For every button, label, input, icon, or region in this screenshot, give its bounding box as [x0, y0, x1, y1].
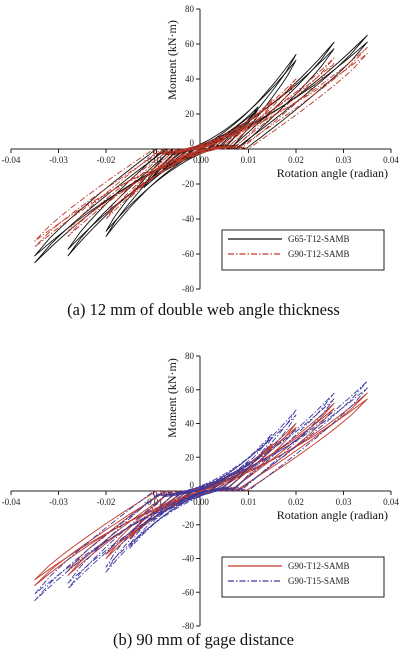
x-tick-label: -0.02 — [97, 497, 116, 507]
chart-b-svg: -0.04 -0.03 -0.02 -0.01 0.00 0.01 0.02 0.03 0.04… — [2, 351, 400, 631]
legend-label: G65-T12-SAMB — [288, 234, 350, 244]
legend-label: G90-T15-SAMB — [288, 576, 350, 586]
caption-b: (b) 90 mm of gage distance — [113, 630, 294, 649]
x-tick-label: 0.03 — [336, 155, 352, 165]
y-axis-label: Moment (kN·m) — [165, 20, 179, 100]
x-tick-label: 0.00 — [193, 155, 209, 165]
y-tick-label: 80 — [185, 4, 195, 14]
y-tick-label: -80 — [182, 621, 194, 630]
x-axis-label: Rotation angle (radian) — [277, 508, 388, 522]
x-tick-label: -0.02 — [97, 155, 116, 165]
x-tick-label: -0.03 — [49, 155, 68, 165]
y-tick-label: 80 — [185, 351, 195, 361]
hysteresis-loop — [105, 409, 297, 573]
hysteresis-loop — [67, 392, 335, 590]
y-tick-label: 20 — [185, 109, 195, 119]
legend-box-a — [221, 229, 385, 271]
x-tick-label: -0.01 — [144, 497, 163, 507]
x-tick-label: -0.04 — [2, 155, 21, 165]
hysteresis-loop — [34, 53, 368, 242]
hysteresis-loop — [105, 414, 297, 568]
x-tick-label: 0.01 — [241, 155, 257, 165]
y-tick-label: 0 — [190, 480, 195, 490]
x-tick-label: 0.04 — [383, 497, 399, 507]
x-tick-label: 0.02 — [288, 497, 304, 507]
y-axis-label: Moment (kN·m) — [165, 358, 179, 438]
y-tick-label: -40 — [182, 554, 194, 564]
hysteresis-loop — [34, 380, 368, 602]
hysteresis-loop — [34, 387, 368, 595]
y-tick-label: -20 — [182, 520, 194, 530]
x-tick-label: 0.00 — [193, 497, 209, 507]
hysteresis-loop — [67, 57, 335, 237]
y-tick-label: 0 — [190, 138, 195, 148]
x-tick-label: 0.01 — [241, 497, 257, 507]
hysteresis-loop — [67, 63, 335, 232]
chart-a-svg: -0.04 -0.03 -0.02 -0.01 0.00 0.01 0.02 0.03 0.04… — [2, 4, 400, 294]
x-tick-label: 0.03 — [336, 497, 352, 507]
x-tick-label: -0.03 — [49, 497, 68, 507]
y-tick-label: -40 — [182, 214, 194, 224]
x-axis-label: Rotation angle (radian) — [277, 166, 388, 180]
hysteresis-loop — [176, 138, 226, 160]
legend-box-b — [221, 556, 385, 598]
y-tick-label: -60 — [182, 249, 194, 259]
chart-panel-b: -0.04 -0.03 -0.02 -0.01 0.00 0.01 0.02 0.03 0.04… — [0, 333, 407, 658]
hysteresis-loop — [67, 398, 335, 584]
y-tick-label: -20 — [182, 179, 194, 189]
legend-label: G90-T12-SAMB — [288, 561, 350, 571]
x-tick-label: 0.02 — [288, 155, 304, 165]
x-tick-label: -0.04 — [2, 497, 21, 507]
legend-label: G90-T12-SAMB — [288, 249, 350, 259]
y-tick-label: 20 — [185, 452, 195, 462]
y-tick-label: 40 — [185, 74, 195, 84]
hysteresis-loop — [153, 125, 249, 173]
chart-panel-a: -0.04 -0.03 -0.02 -0.01 0.00 0.01 0.02 0.03 0.04… — [2, 4, 400, 319]
series-G90-T12-SAMB — [34, 47, 368, 248]
hysteresis-loop — [105, 82, 297, 216]
x-tick-label: 0.04 — [383, 155, 399, 165]
series-G90-T15-SAMB — [34, 380, 368, 602]
y-tick-label: 60 — [185, 385, 195, 395]
y-tick-label: -60 — [182, 587, 194, 597]
y-tick-label: -80 — [182, 284, 194, 294]
caption-a: (a) 12 mm of double web angle thickness — [67, 300, 340, 319]
y-tick-label: 40 — [185, 419, 195, 429]
x-tick-label: -0.01 — [144, 155, 163, 165]
y-tick-label: 60 — [185, 39, 195, 49]
hysteresis-loop — [34, 47, 368, 248]
